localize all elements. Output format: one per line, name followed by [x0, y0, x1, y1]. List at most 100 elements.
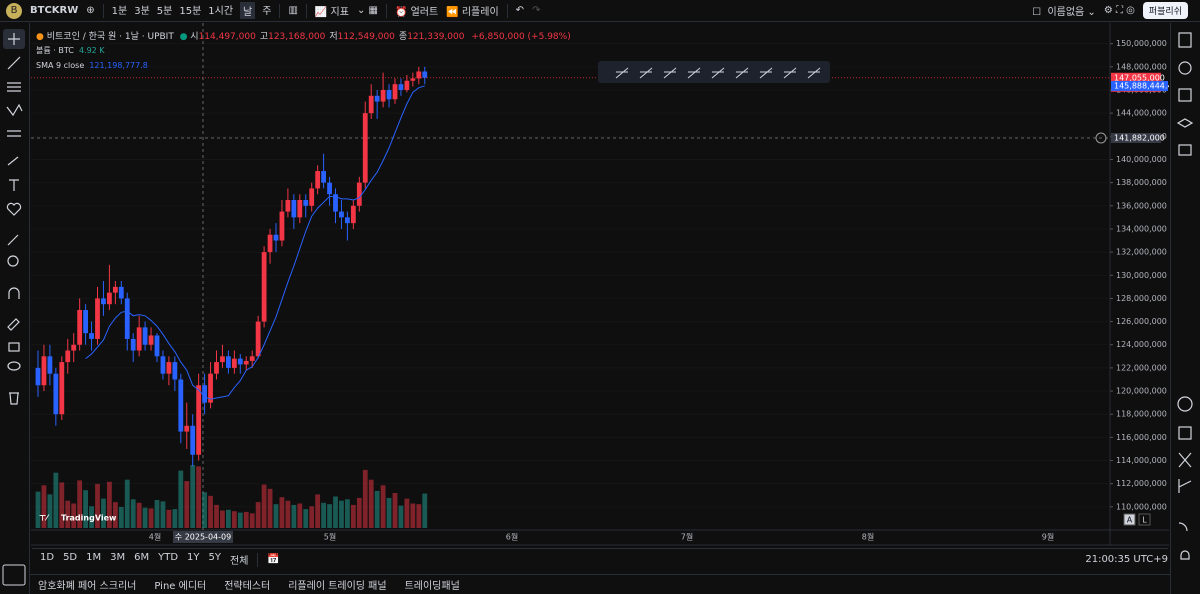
- fib-tool[interactable]: [7, 82, 21, 92]
- measure-tool[interactable]: [7, 234, 19, 246]
- news[interactable]: [1178, 522, 1188, 532]
- trend-tool[interactable]: [7, 56, 21, 70]
- floating-tool[interactable]: [735, 67, 749, 79]
- magnet-tool[interactable]: [8, 287, 20, 299]
- notifications[interactable]: [1180, 550, 1190, 560]
- candle-body: [345, 217, 350, 224]
- draw-mode[interactable]: [7, 318, 20, 331]
- ideas[interactable]: [1177, 396, 1193, 412]
- range-button[interactable]: 1D: [40, 552, 55, 563]
- floating-tool[interactable]: [687, 67, 701, 79]
- logo: TradingView: [61, 514, 117, 523]
- floating-tool[interactable]: [783, 67, 797, 79]
- avatar[interactable]: B: [6, 2, 22, 19]
- scale-button-bg: [1138, 513, 1151, 526]
- y-tick-label: 110,000,000: [1116, 502, 1167, 511]
- volume-bar: [202, 492, 207, 528]
- pattern-tool[interactable]: [6, 103, 23, 117]
- interval[interactable]: 1시간: [208, 6, 234, 17]
- alert[interactable]: ⏰ 얼러트: [394, 7, 439, 18]
- volume-bar: [77, 480, 83, 528]
- replay-label: 리플레이: [461, 7, 499, 18]
- tab[interactable]: 암호화폐 페어 스크리너: [38, 581, 137, 592]
- range-button[interactable]: 전체: [230, 556, 249, 567]
- volume-legend: 볼륨 · BTC 4.92 K: [36, 45, 105, 56]
- delete-tool[interactable]: [9, 392, 19, 405]
- range-button[interactable]: 3M: [110, 552, 126, 563]
- replay[interactable]: ⏪ 리플레이: [446, 7, 499, 18]
- floating-tool[interactable]: [759, 67, 773, 79]
- volume-bar: [398, 505, 404, 528]
- volume-bar: [255, 502, 261, 528]
- candle-body: [392, 84, 398, 100]
- volume-bar: [160, 501, 166, 528]
- layouts[interactable]: ⌄ ▦: [356, 5, 378, 16]
- volume-bar: [83, 490, 88, 528]
- icon-tool[interactable]: [6, 202, 22, 216]
- hide-tool[interactable]: [7, 361, 21, 371]
- redo[interactable]: ↷: [532, 5, 541, 16]
- crosshair-tool[interactable]: [8, 33, 20, 45]
- candle-body: [208, 373, 213, 403]
- indicators[interactable]: 📈 지표: [314, 7, 349, 18]
- range-button[interactable]: YTD: [158, 552, 179, 563]
- candle-body: [172, 362, 178, 380]
- goto-date[interactable]: 📅: [267, 554, 280, 565]
- layout-name[interactable]: ☐ 이름없음 ⌄: [1032, 7, 1096, 18]
- chart-type[interactable]: ▥: [288, 5, 298, 16]
- undo[interactable]: ↶: [515, 5, 525, 16]
- trade[interactable]: [1178, 452, 1192, 468]
- data-window[interactable]: [1178, 88, 1192, 102]
- calendar[interactable]: [1178, 426, 1192, 440]
- forecast-tool[interactable]: [7, 130, 21, 137]
- volume-bar: [89, 506, 94, 528]
- signals[interactable]: [1178, 479, 1192, 493]
- tab[interactable]: 트레이딩패널: [404, 581, 460, 592]
- interval[interactable]: 15분: [179, 6, 202, 17]
- zoom-tool[interactable]: [7, 255, 19, 267]
- tab[interactable]: 리플레이 트레이딩 패널: [288, 581, 387, 592]
- watchlist[interactable]: [1178, 32, 1192, 48]
- alerts[interactable]: [1178, 61, 1192, 75]
- range-button[interactable]: 5D: [63, 552, 78, 563]
- range-button[interactable]: 1Y: [187, 552, 200, 563]
- favorites[interactable]: [2, 564, 26, 586]
- chats[interactable]: [1178, 144, 1192, 156]
- floating-tool[interactable]: [639, 67, 653, 79]
- text-tool[interactable]: [9, 179, 19, 191]
- volume-bar: [65, 500, 71, 528]
- y-tick-label: 128,000,000: [1116, 294, 1167, 303]
- candle-body: [398, 84, 404, 90]
- volume-bar: [220, 510, 225, 528]
- lock-tool[interactable]: [8, 342, 20, 352]
- layers[interactable]: [1176, 118, 1194, 128]
- floating-tool[interactable]: [807, 67, 821, 79]
- candle-body: [41, 356, 47, 386]
- last-price: 147,055,000: [1114, 73, 1165, 82]
- x-tick-label: 5월: [324, 532, 336, 542]
- interval[interactable]: 3분: [134, 6, 150, 17]
- intervals: 1분 3분 5분 15분 1시간 날 주: [111, 2, 272, 19]
- floating-tool[interactable]: [711, 67, 725, 79]
- candle-body: [243, 360, 249, 365]
- tab[interactable]: 전략테스터: [224, 581, 271, 592]
- floating-tool[interactable]: [663, 67, 677, 79]
- range-button[interactable]: 5Y: [208, 552, 222, 563]
- brush-tool[interactable]: [7, 156, 19, 166]
- interval[interactable]: 1분: [111, 6, 128, 17]
- y-tick-label: 136,000,000: [1116, 201, 1167, 210]
- interval[interactable]: 5분: [156, 6, 173, 17]
- settings[interactable]: ⚙ ⛶ ◎: [1103, 5, 1135, 16]
- add-symbol[interactable]: ⊕: [86, 5, 95, 16]
- publish[interactable]: 퍼블리쉬: [1142, 2, 1188, 19]
- volume-bar: [172, 509, 178, 528]
- range-button[interactable]: 6M: [134, 552, 150, 563]
- volume-bar: [327, 504, 332, 528]
- interval[interactable]: 주: [262, 6, 272, 17]
- floating-tool[interactable]: [615, 67, 629, 79]
- candle-body: [89, 333, 94, 339]
- symbol[interactable]: BTCKRW: [30, 5, 79, 16]
- interval[interactable]: 날: [240, 2, 256, 19]
- tab[interactable]: Pine 에디터: [154, 581, 207, 592]
- range-button[interactable]: 1M: [86, 552, 102, 563]
